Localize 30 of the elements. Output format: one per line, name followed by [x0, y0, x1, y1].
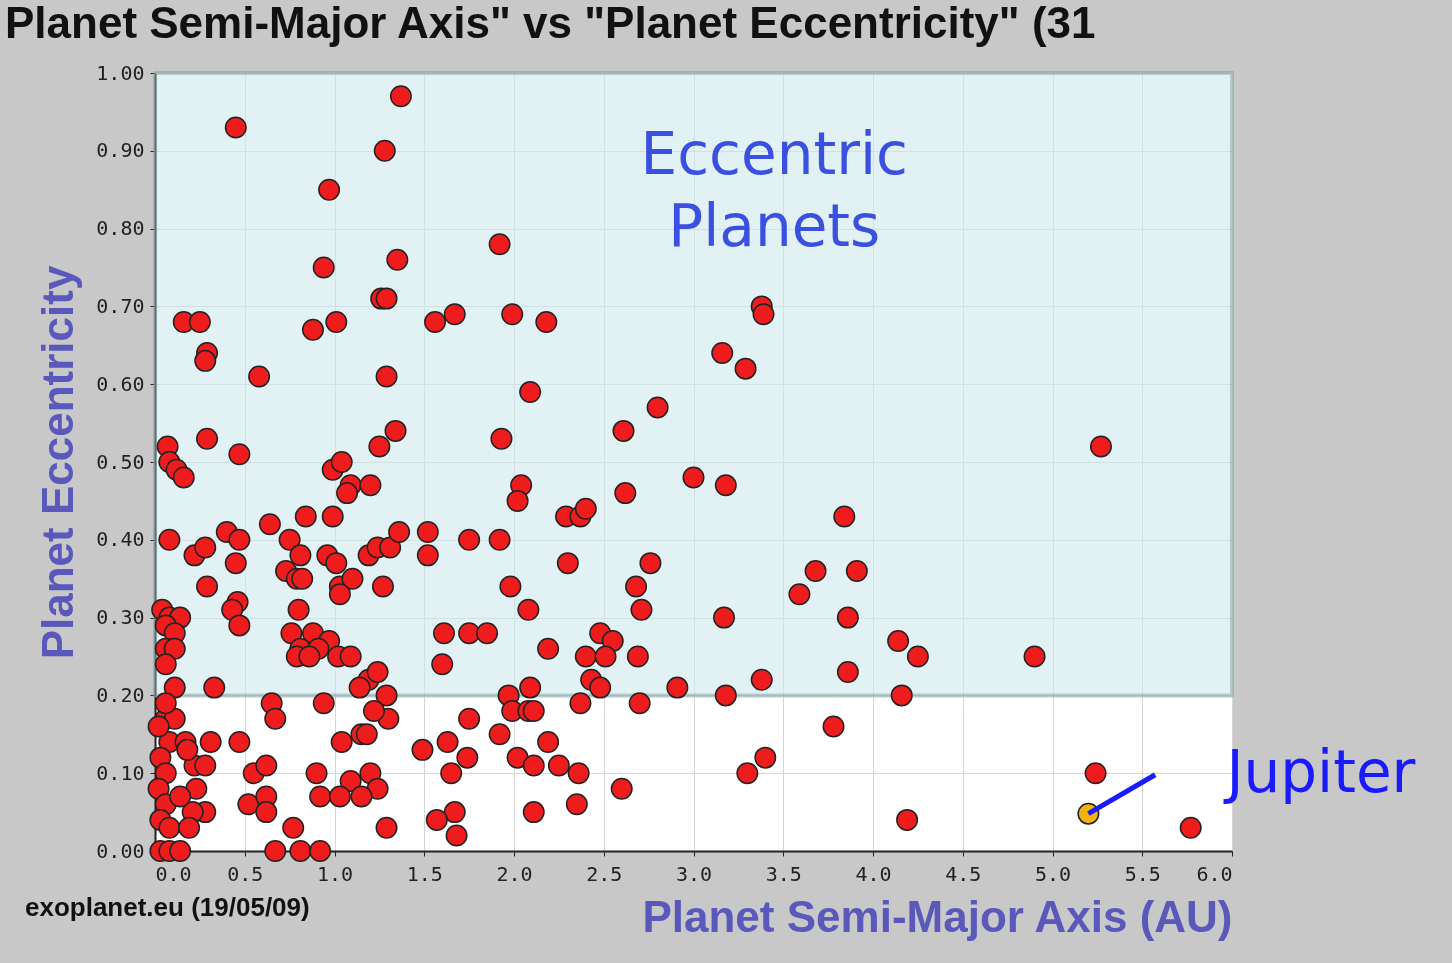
x-tick-label: 4.0 — [855, 861, 892, 886]
x-tick-label: 3.0 — [675, 861, 713, 886]
text: exoplanet.eu (19/05/09) — [25, 892, 310, 922]
x-axis-title: Planet Semi-Major Axis (AU) — [642, 891, 1233, 941]
x-tick-label: 4.5 — [945, 861, 982, 886]
x-tick-label: 5.0 — [1034, 861, 1072, 886]
y-tick-label: 0.50 — [96, 449, 145, 474]
x-tick-label: 0.0 — [155, 861, 192, 886]
y-tick-label: 0.10 — [96, 760, 145, 785]
y-tick-label: 0.20 — [96, 682, 145, 707]
x-tick-label: 2.0 — [496, 861, 533, 886]
chart-title: Planet Semi-Major Axis" vs "Planet Eccentricity" (31 — [5, 0, 1096, 47]
y-tick-label: 0.70 — [96, 293, 145, 318]
x-tick-label: 3.5 — [765, 861, 802, 886]
x-tick-label: 6.0 — [1196, 861, 1233, 886]
x-tick-label: 5.5 — [1124, 861, 1161, 886]
y-tick-label: 1.00 — [96, 60, 145, 85]
y-tick-label: 0.30 — [96, 605, 145, 630]
y-tick-label: 0.40 — [96, 527, 145, 552]
y-tick-label: 0.60 — [96, 371, 145, 396]
y-tick-label: 0.00 — [96, 838, 145, 863]
x-tick-label: 1.0 — [316, 861, 354, 886]
y-axis-title: Planet Eccentricity — [33, 265, 83, 660]
y-tick-label: 0.90 — [96, 138, 145, 163]
x-tick-label: 0.5 — [227, 861, 264, 886]
y-tick-label: 0.80 — [96, 216, 145, 241]
x-tick-label: 2.5 — [586, 861, 623, 886]
x-tick-label: 1.5 — [406, 861, 443, 886]
annotation: Jupiter — [1223, 737, 1416, 806]
band-label: Eccentric Planets — [640, 120, 909, 260]
